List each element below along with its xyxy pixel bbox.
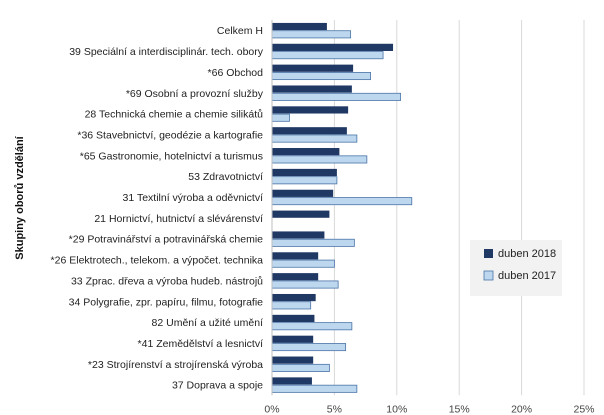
x-tick-label: 0%	[264, 403, 279, 415]
bar-2017	[271, 51, 384, 60]
bar-2018	[272, 43, 394, 51]
category-label: 31 Textilní výroba a oděvnictví	[123, 192, 264, 204]
bar-2017	[271, 30, 352, 39]
bar-2017	[271, 72, 371, 81]
bar-2017	[271, 343, 347, 352]
bar-2017	[271, 176, 338, 185]
category-label: 33 Zprac. dřeva a výroba hudeb. nástrojů	[71, 275, 263, 287]
category-label: *26 Elektrotech., telekom. a výpočet. te…	[51, 255, 264, 267]
legend: duben 2018 duben 2017	[470, 240, 562, 296]
x-tick-label: 5%	[327, 403, 342, 415]
bar-2018	[272, 273, 319, 281]
category-label: 53 Zdravotnictví	[188, 171, 263, 183]
bar-2017	[271, 363, 330, 372]
bar-2018	[272, 231, 325, 239]
bar-2017	[271, 92, 401, 101]
bar-2018	[272, 168, 337, 177]
category-label: 37 Doprava a spoje	[172, 380, 263, 392]
bar-2018	[272, 293, 316, 302]
y-axis-title: Skupiny oborů vzdělání	[14, 135, 26, 259]
x-tick-label: 25%	[573, 403, 594, 415]
bar-2017	[271, 155, 368, 164]
bar-2018	[272, 148, 340, 156]
bar-2018	[272, 64, 354, 72]
x-tick-label: 20%	[511, 403, 532, 415]
bar-2017	[271, 322, 353, 331]
category-label: *29 Potravinářství a potravinářská chemi…	[69, 234, 264, 246]
bar-2018	[272, 210, 330, 218]
bar-2018	[272, 189, 334, 197]
category-label: 39 Speciální a interdisciplinár. tech. o…	[69, 46, 264, 58]
bar-2017	[271, 197, 413, 206]
category-label: *65 Gastronomie, hotelnictví a turismus	[80, 150, 263, 162]
legend-swatch	[484, 249, 493, 258]
bar-2018	[272, 335, 314, 343]
bar-2018	[272, 314, 315, 323]
bar-2017	[271, 259, 335, 268]
category-label: Celkem H	[217, 25, 263, 37]
legend-label: duben 2017	[498, 270, 556, 282]
label-layer: 0% 5% 10% 15% 20% 25% Celkem H 39 Speciální a i…	[51, 25, 595, 415]
bar-2018	[272, 252, 319, 260]
category-label: 28 Technická chemie a chemie silikátů	[85, 109, 264, 121]
category-label: *36 Stavebnictví, geodézie a kartografie	[77, 129, 263, 141]
bar-2018	[272, 22, 327, 31]
bar-2017	[271, 113, 290, 122]
bar-2018	[272, 127, 347, 135]
legend-label: duben 2018	[498, 248, 556, 260]
bar-2017	[271, 384, 358, 393]
x-tick-label: 15%	[449, 403, 470, 415]
category-label: *23 Strojírenství a strojírenská výroba	[88, 359, 263, 371]
category-label: *41 Zemědělství a lesnictví	[138, 338, 264, 350]
bar-2018	[272, 377, 312, 385]
category-label: *69 Osobní a provozní služby	[126, 88, 264, 100]
x-tick-label: 10%	[386, 403, 407, 415]
bar-2017	[271, 238, 355, 247]
bar-layer	[271, 22, 413, 393]
category-label: 34 Polygrafie, zpr. papíru, filmu, fotog…	[69, 296, 264, 308]
legend-swatch	[483, 270, 494, 281]
bar-2017	[271, 134, 358, 143]
category-label: 21 Hornictví, hutnictví a slévárenství	[94, 213, 263, 225]
category-label: *66 Obchod	[208, 67, 264, 79]
bar-2017	[271, 280, 339, 289]
bar-2017	[271, 301, 312, 310]
category-label: 82 Umění a užité umění	[152, 317, 264, 329]
bar-2018	[272, 356, 314, 364]
bar-2018	[272, 106, 349, 114]
bar-2018	[272, 85, 352, 93]
